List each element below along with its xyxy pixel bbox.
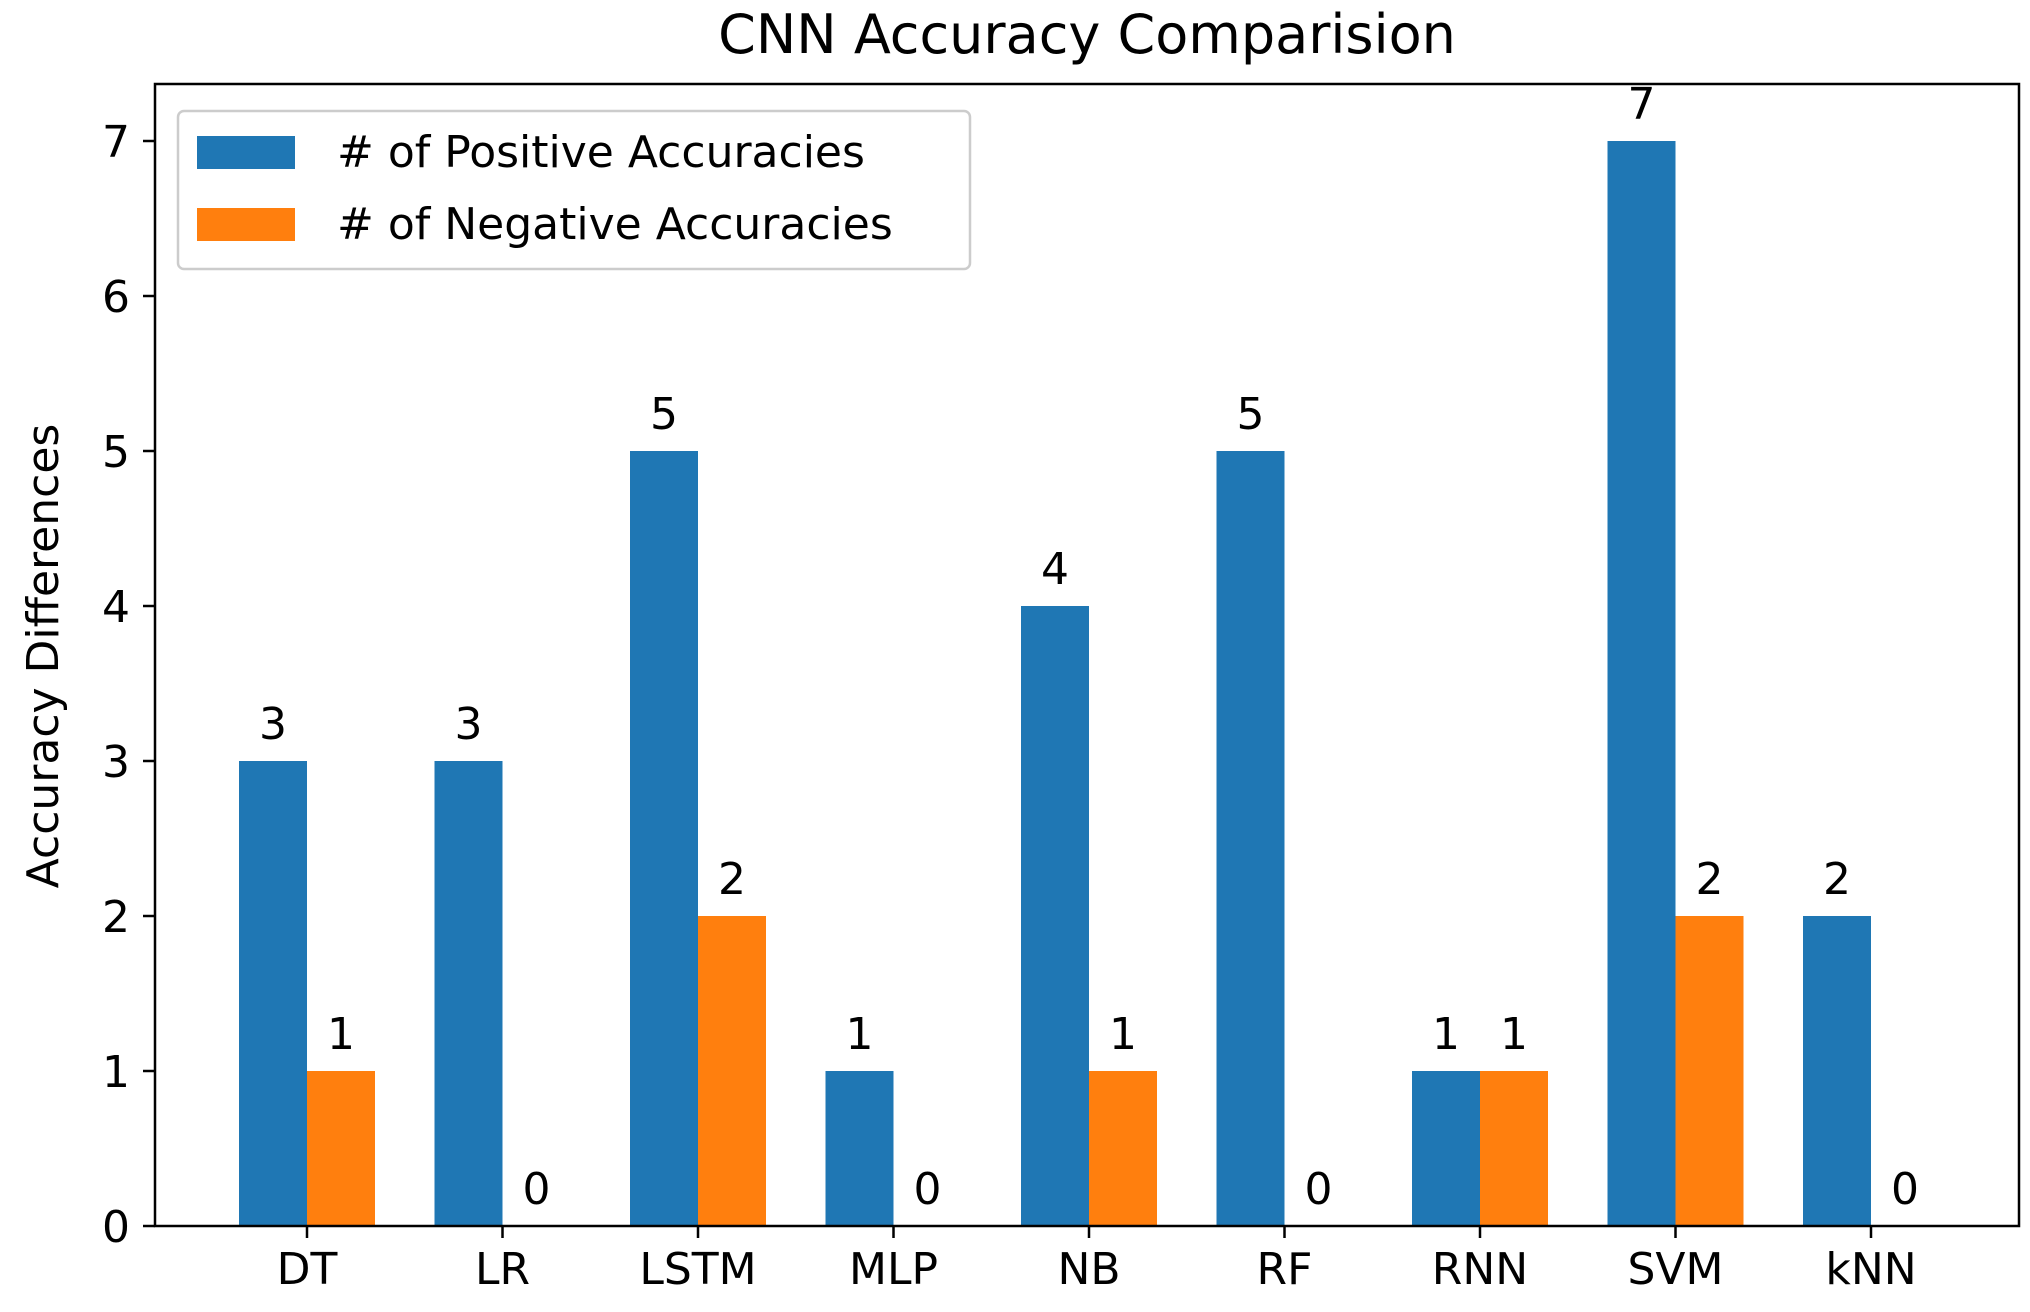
positive-value-label-rf: 5 (1237, 389, 1265, 440)
y-tick-label-5: 5 (102, 427, 130, 478)
x-tick-label-lr: LR (475, 1244, 530, 1295)
positive-bar-dt (239, 761, 307, 1226)
negative-bar-dt (307, 1071, 375, 1226)
positive-bar-rf (1216, 451, 1285, 1226)
positive-value-label-svm: 7 (1628, 79, 1656, 130)
plot-frame (153, 82, 2021, 1228)
legend-swatch-positive (197, 136, 295, 169)
negative-bar-lstm (698, 916, 766, 1226)
negative-value-label-dt: 1 (327, 1009, 355, 1060)
legend-label-negative: # of Negative Accuracies (337, 199, 893, 250)
positive-bar-lstm (630, 451, 698, 1226)
positive-bar-nb (1021, 606, 1089, 1226)
negative-value-label-mlp: 0 (914, 1164, 942, 1215)
negative-value-label-knn: 0 (1891, 1164, 1919, 1215)
positive-bar-rnn (1412, 1071, 1480, 1226)
negative-bar-nb (1089, 1071, 1157, 1226)
negative-value-label-rf: 0 (1305, 1164, 1333, 1215)
positive-value-label-lstm: 5 (650, 389, 678, 440)
negative-value-label-rnn: 1 (1500, 1009, 1528, 1060)
positive-value-label-nb: 4 (1041, 544, 1069, 595)
legend-box (176, 109, 972, 271)
y-axis-label: Accuracy Differences (18, 424, 69, 889)
positive-value-label-knn: 2 (1823, 854, 1851, 905)
negative-value-label-nb: 1 (1109, 1009, 1137, 1060)
y-tick-label-3: 3 (102, 737, 130, 788)
positive-value-label-lr: 3 (455, 699, 483, 750)
chart-title: CNN Accuracy Comparision (718, 3, 1456, 66)
bars-layer (239, 141, 1871, 1226)
y-tick-label-2: 2 (102, 892, 130, 943)
y-tick-label-1: 1 (102, 1047, 130, 1098)
positive-bar-knn (1803, 916, 1871, 1226)
x-tick-label-rnn: RNN (1432, 1244, 1528, 1295)
y-tick-label-6: 6 (102, 272, 130, 323)
negative-value-label-lr: 0 (523, 1164, 551, 1215)
y-tick-label-4: 4 (102, 582, 130, 633)
y-tick-label-7: 7 (102, 117, 130, 168)
legend: # of Positive Accuracies # of Negative Ac… (176, 109, 972, 271)
x-tick-label-nb: NB (1057, 1244, 1120, 1295)
negative-bar-rnn (1480, 1071, 1548, 1226)
y-axis-ticks: 0 1 2 3 4 5 6 7 (102, 117, 155, 1253)
positive-bar-lr (434, 761, 503, 1226)
x-tick-label-mlp: MLP (849, 1244, 938, 1295)
x-tick-label-svm: SVM (1628, 1244, 1724, 1295)
positive-value-label-rnn: 1 (1432, 1009, 1460, 1060)
x-tick-label-rf: RF (1257, 1244, 1313, 1295)
negative-bar-svm (1675, 916, 1744, 1226)
positive-value-label-mlp: 1 (846, 1009, 874, 1060)
legend-swatch-negative (197, 208, 295, 241)
positive-value-label-dt: 3 (259, 699, 287, 750)
positive-bar-mlp (825, 1071, 894, 1226)
x-tick-label-knn: kNN (1825, 1244, 1916, 1295)
x-tick-label-dt: DT (277, 1244, 338, 1295)
y-tick-label-0: 0 (102, 1202, 130, 1253)
positive-bar-svm (1607, 141, 1676, 1226)
x-tick-label-lstm: LSTM (639, 1244, 756, 1295)
legend-label-positive: # of Positive Accuracies (337, 127, 865, 178)
negative-value-label-svm: 2 (1696, 854, 1724, 905)
negative-value-label-lstm: 2 (718, 854, 746, 905)
x-axis-ticks: DT LR LSTM MLP NB RF RNN SVM kNN (277, 1226, 1917, 1295)
